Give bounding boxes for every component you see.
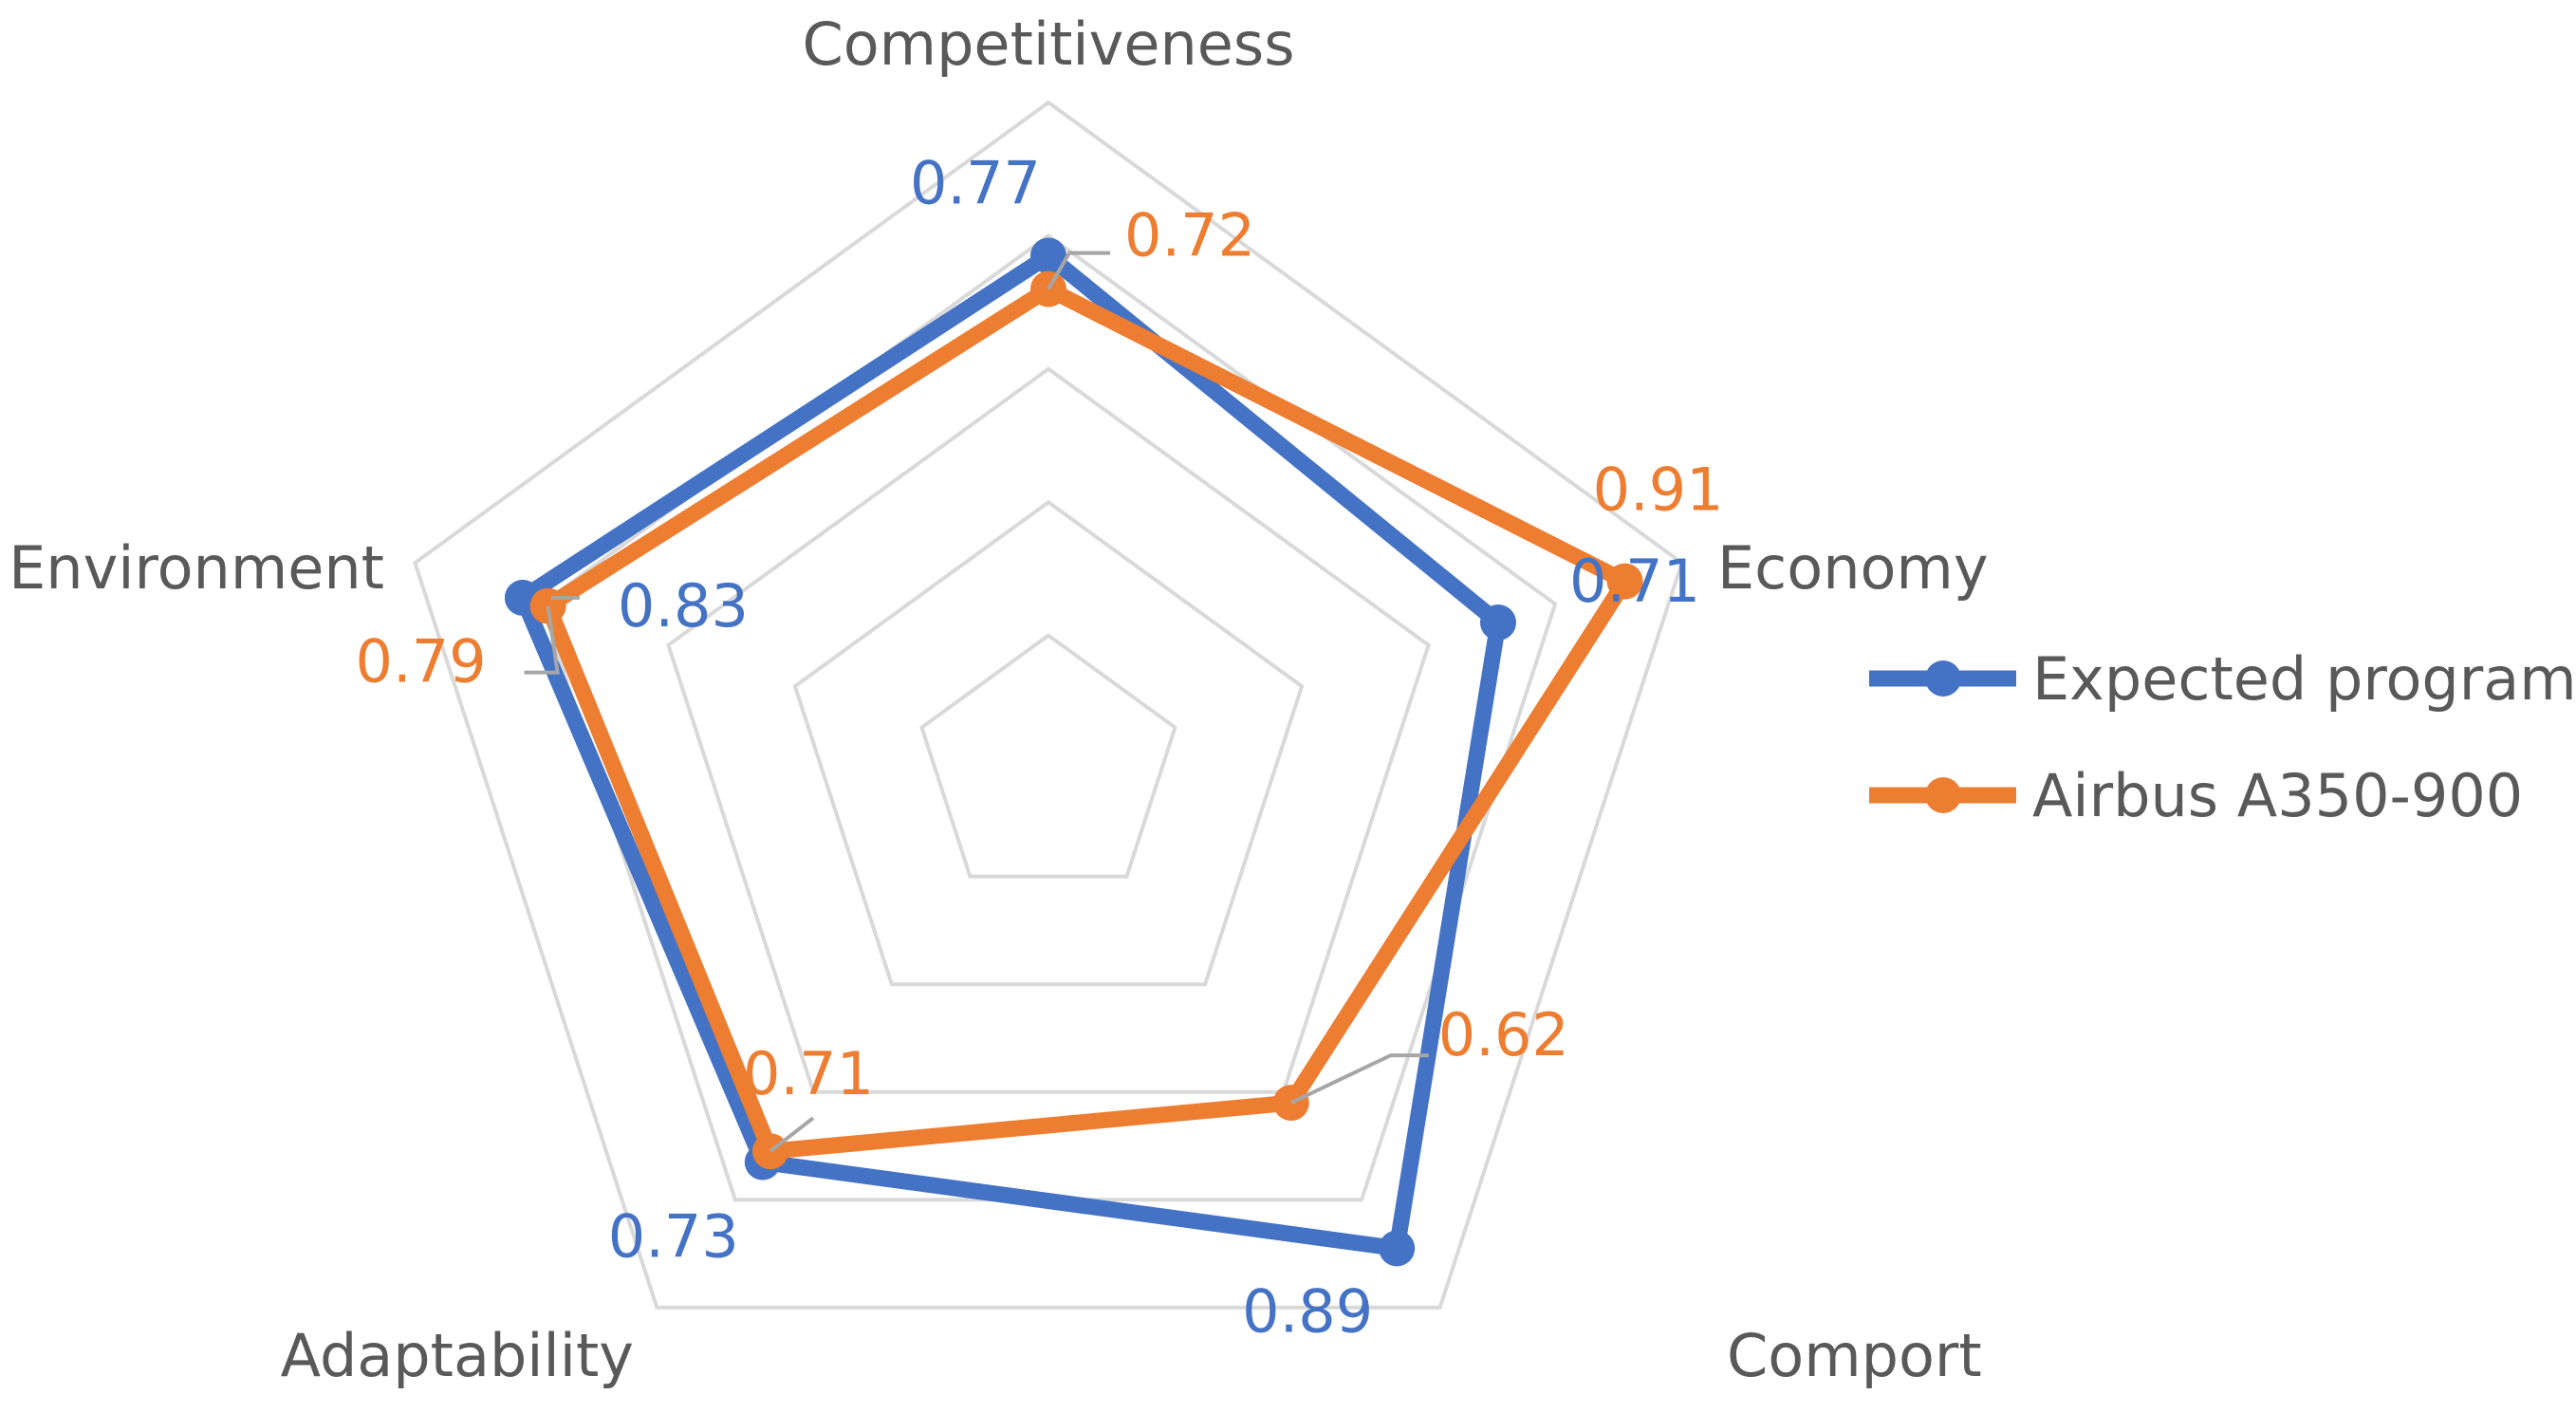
axis-label-economy: Economy — [1717, 533, 1989, 603]
axis-label-competitiveness: Competitiveness — [802, 9, 1294, 79]
gridline-ring-5 — [413, 100, 1684, 1310]
series-line-1 — [514, 248, 1507, 1256]
series-1-point-1 — [1030, 237, 1066, 274]
leader-line-2-1 — [1047, 251, 1110, 290]
data-label-1-3: 0.89 — [1242, 1277, 1373, 1347]
series-line-2 — [540, 281, 1634, 1160]
gridline-ring-1 — [919, 633, 1177, 879]
gridline-ring-2 — [792, 499, 1305, 987]
axis-label-adaptability: Adaptability — [281, 1321, 634, 1390]
series-1-point-3 — [1379, 1230, 1416, 1267]
series-1-point-2 — [1480, 604, 1516, 641]
leader-line-2-3 — [1289, 1053, 1429, 1105]
legend: Expected program Airbus A350-900 — [1869, 644, 2576, 830]
axis-label-environment: Environment — [9, 533, 384, 603]
data-label-2-2: 0.91 — [1593, 456, 1724, 525]
data-label-2-5: 0.79 — [356, 627, 487, 697]
leader-line-2-5 — [524, 605, 560, 675]
series-layer — [504, 237, 1643, 1267]
legend-label-2: Airbus A350-900 — [2032, 761, 2523, 830]
data-label-2-4: 0.71 — [743, 1039, 874, 1108]
data-label-1-4: 0.73 — [608, 1202, 739, 1272]
data-label-1-5: 0.83 — [618, 571, 749, 641]
axis-label-comport: Comport — [1727, 1321, 1982, 1390]
leader-lines — [524, 251, 1429, 1153]
axis-labels: Competitiveness Economy Comport Adaptabilit… — [9, 9, 1988, 1390]
legend-marker-1 — [1925, 660, 1961, 697]
legend-label-1: Expected program — [2032, 644, 2576, 714]
data-label-1-2: 0.71 — [1569, 547, 1700, 616]
series-2-point-2 — [1606, 563, 1643, 600]
leader-line-2-4 — [769, 1116, 815, 1153]
data-label-2-1: 0.72 — [1124, 201, 1255, 270]
data-label-2-3: 0.62 — [1438, 1000, 1569, 1069]
gridline-ring-3 — [666, 366, 1431, 1094]
legend-marker-2 — [1925, 777, 1961, 813]
data-label-1-1: 0.77 — [910, 149, 1041, 218]
data-labels: 0.77 0.71 0.89 0.73 0.83 0.72 0.91 0.62 0.71 0.79 — [356, 149, 1724, 1347]
